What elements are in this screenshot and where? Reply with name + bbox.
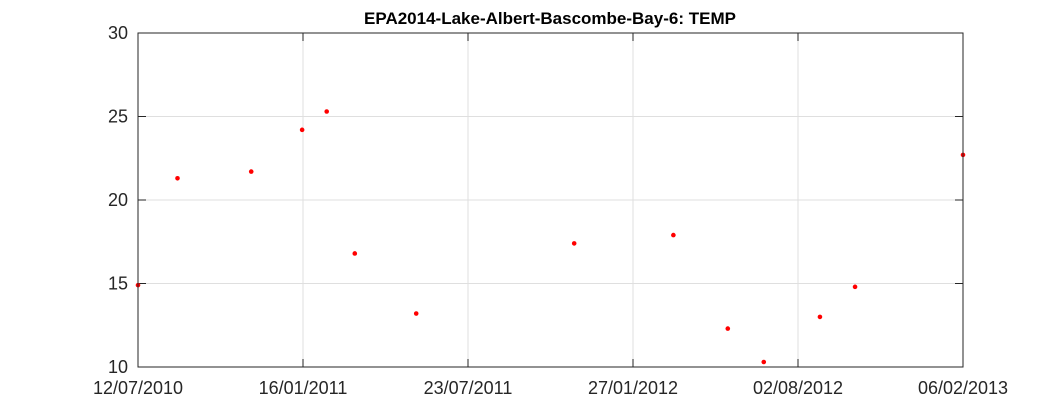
data-point xyxy=(725,326,731,331)
x-tick-label: 02/08/2012 xyxy=(753,378,843,398)
x-tick-label: 23/07/2011 xyxy=(424,378,513,398)
x-tick-label: 12/07/2010 xyxy=(93,378,183,398)
y-tick-label: 20 xyxy=(108,190,128,210)
grid-layer xyxy=(138,33,963,367)
x-tick-label: 16/01/2011 xyxy=(259,378,348,398)
y-tick-label: 30 xyxy=(108,23,128,43)
data-point xyxy=(671,232,676,238)
points-layer xyxy=(135,109,966,365)
data-point xyxy=(413,311,419,316)
data-point xyxy=(248,169,254,174)
data-point xyxy=(571,241,577,246)
data-point xyxy=(324,109,329,114)
plot-area-border xyxy=(137,32,964,368)
data-point xyxy=(352,251,358,256)
x-tick-label: 06/02/2013 xyxy=(918,378,1008,398)
chart-title: EPA2014-Lake-Albert-Bascombe-Bay-6: TEMP xyxy=(364,9,736,28)
data-point xyxy=(175,175,180,181)
y-tick-label: 10 xyxy=(108,357,128,377)
data-point xyxy=(299,127,305,133)
y-tick-label: 15 xyxy=(108,274,128,294)
data-point xyxy=(761,359,767,365)
data-point xyxy=(817,314,823,320)
y-tick-label: 25 xyxy=(108,107,128,127)
data-point xyxy=(852,284,858,290)
label-layer: 12/07/2010 16/01/2011 23/07/2011 27/01/2012… xyxy=(93,23,1008,398)
x-tick-label: 27/01/2012 xyxy=(588,378,678,398)
